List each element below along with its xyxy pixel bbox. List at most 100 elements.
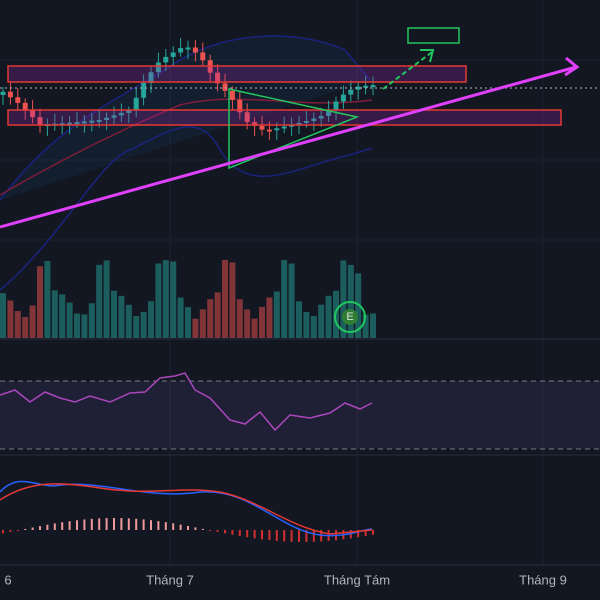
candle-body bbox=[59, 123, 65, 126]
candle-body bbox=[333, 101, 339, 111]
candle-body bbox=[104, 117, 110, 121]
candle-body bbox=[155, 62, 161, 73]
macd-bar bbox=[357, 530, 360, 538]
volume-bar bbox=[140, 311, 147, 338]
volume-bar bbox=[244, 309, 251, 338]
volume-bar bbox=[22, 316, 29, 338]
candle-body bbox=[200, 52, 206, 61]
volume-bar bbox=[229, 262, 236, 338]
support-zone bbox=[7, 109, 562, 126]
volume-bar bbox=[125, 304, 132, 338]
candle-body bbox=[355, 86, 361, 90]
volume-bar bbox=[259, 306, 265, 338]
volume-bar bbox=[148, 301, 154, 338]
candle-body bbox=[266, 129, 272, 132]
macd-bar bbox=[194, 527, 197, 530]
x-tick-label: Tháng 9 bbox=[519, 572, 567, 587]
candle-body bbox=[81, 121, 87, 124]
macd-bar bbox=[98, 518, 101, 530]
volume-bar bbox=[303, 311, 310, 338]
candle-body bbox=[192, 47, 198, 53]
candle-body bbox=[348, 89, 354, 95]
macd-bar bbox=[127, 518, 130, 530]
volume-bar bbox=[29, 305, 36, 338]
volume-bar bbox=[340, 260, 347, 338]
macd-bar bbox=[46, 524, 49, 530]
target-box bbox=[407, 27, 460, 44]
candle-body bbox=[259, 125, 265, 130]
macd-bar bbox=[39, 526, 41, 530]
volume-bar bbox=[59, 294, 66, 338]
rsi-band bbox=[0, 381, 600, 449]
volume-bar bbox=[51, 290, 58, 338]
macd-bar bbox=[238, 530, 241, 536]
volume-bar bbox=[288, 263, 295, 338]
candle-body bbox=[252, 122, 258, 126]
rsi-line bbox=[0, 372, 373, 432]
macd-bar bbox=[120, 518, 123, 530]
macd-bar bbox=[157, 521, 160, 530]
candle-body bbox=[244, 112, 250, 123]
candle-body bbox=[141, 83, 147, 98]
candle-body bbox=[111, 115, 117, 118]
candle-body bbox=[237, 99, 243, 113]
macd-bar bbox=[283, 530, 286, 542]
volume-bar bbox=[192, 318, 199, 338]
macd-bar bbox=[150, 520, 152, 530]
volume-bar bbox=[222, 260, 228, 338]
volume-bar bbox=[37, 266, 43, 338]
candle-body bbox=[326, 110, 332, 116]
volume-bar bbox=[370, 313, 376, 338]
macd-bar bbox=[312, 530, 315, 542]
macd-bar bbox=[90, 518, 93, 530]
volume-bar bbox=[66, 302, 73, 338]
macd-bar bbox=[364, 530, 367, 536]
volume-bar bbox=[14, 311, 21, 338]
macd-bar bbox=[290, 530, 293, 542]
volume-bar bbox=[88, 303, 95, 338]
macd-bar bbox=[268, 530, 271, 541]
upper-band bbox=[0, 35, 371, 201]
candle-body bbox=[96, 120, 102, 123]
candle-body bbox=[215, 72, 221, 84]
volume-bar bbox=[96, 264, 103, 338]
macd-bar bbox=[275, 530, 278, 541]
macd-bar bbox=[261, 530, 263, 540]
macd-bar bbox=[53, 523, 56, 530]
macd-bar bbox=[372, 530, 374, 535]
macd-bar bbox=[9, 530, 12, 532]
macd-bar bbox=[135, 518, 138, 530]
volume-bar bbox=[177, 297, 184, 338]
macd-bar bbox=[31, 527, 34, 530]
triangle-pattern bbox=[228, 88, 360, 170]
volume-bar bbox=[355, 273, 362, 338]
marker-circle bbox=[334, 301, 366, 333]
volume-bar bbox=[362, 314, 369, 338]
macd-bar bbox=[105, 518, 108, 530]
candle-body bbox=[370, 85, 376, 88]
macd-bar bbox=[179, 524, 182, 530]
candle-body bbox=[22, 102, 28, 110]
macd-bar bbox=[216, 530, 219, 532]
macd-histogram bbox=[2, 518, 374, 542]
candle-body bbox=[126, 110, 132, 113]
volume-bar bbox=[318, 304, 325, 338]
volume-bar bbox=[214, 292, 221, 338]
candle-body bbox=[133, 97, 139, 111]
candle-body bbox=[340, 94, 346, 102]
volume-bar bbox=[296, 301, 302, 338]
macd-bar bbox=[298, 530, 300, 542]
volume-bar bbox=[281, 260, 288, 338]
candle-body bbox=[222, 83, 228, 91]
candle-body bbox=[178, 48, 184, 53]
volume-bar bbox=[266, 297, 273, 338]
x-tick-label: Tháng Tám bbox=[324, 572, 390, 587]
volume-bar bbox=[236, 299, 243, 338]
macd-line bbox=[0, 480, 373, 537]
volume-bar bbox=[310, 316, 317, 338]
candles bbox=[0, 38, 376, 140]
volume-bar bbox=[81, 314, 88, 338]
volume-bar bbox=[162, 260, 169, 338]
volume-bar bbox=[155, 263, 162, 338]
